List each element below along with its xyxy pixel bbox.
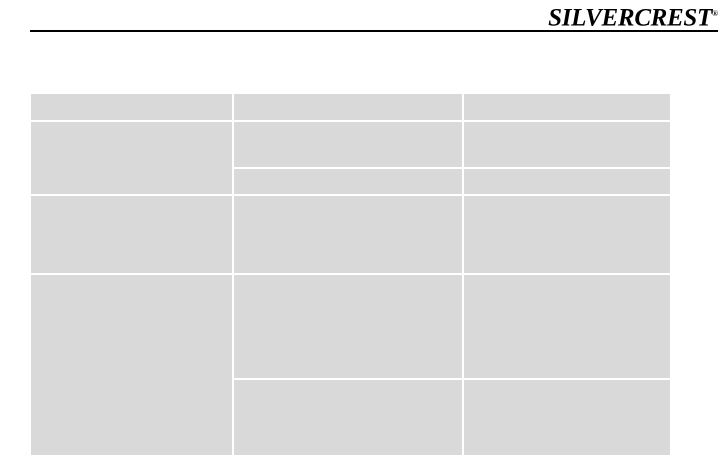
table-row bbox=[31, 275, 670, 455]
table-row-values-b-group-3 bbox=[464, 275, 670, 455]
table-row bbox=[31, 122, 670, 194]
table-cell-value bbox=[464, 380, 670, 455]
table-header-cell bbox=[464, 94, 670, 120]
logo-text-crest: CREST bbox=[634, 4, 713, 32]
table-row-values-a-group-1 bbox=[234, 122, 462, 194]
page-header: SILVERCREST® bbox=[0, 0, 726, 36]
table-cell-value bbox=[464, 122, 670, 167]
table-header-col-parameter bbox=[31, 94, 232, 120]
table-cell-label bbox=[31, 196, 232, 273]
table-header-row bbox=[31, 94, 670, 120]
table-header-col-value-a bbox=[234, 94, 462, 120]
table-cell-value bbox=[464, 275, 670, 378]
table-row-values-b-group-1 bbox=[464, 122, 670, 194]
registered-trademark-icon: ® bbox=[712, 9, 718, 18]
specification-table bbox=[31, 94, 670, 455]
table-row-values-a-group-3 bbox=[234, 275, 462, 455]
header-divider bbox=[30, 30, 718, 32]
table-cell-value bbox=[234, 122, 462, 167]
table-row-label-group-3 bbox=[31, 275, 232, 455]
silvercrest-logo: SILVERCREST® bbox=[548, 1, 718, 31]
table-cell-value bbox=[234, 275, 462, 378]
logo-text-silver: SILVER bbox=[548, 4, 635, 32]
table-cell-value bbox=[464, 196, 670, 273]
table-row bbox=[31, 196, 670, 273]
table-cell-value bbox=[464, 169, 670, 194]
table-cell-label bbox=[31, 122, 232, 194]
table-cell-label bbox=[31, 275, 232, 455]
table-cell-value bbox=[234, 169, 462, 194]
table-row-values-a-group-2 bbox=[234, 196, 462, 273]
table-row-label-group-1 bbox=[31, 122, 232, 194]
table-header-cell bbox=[234, 94, 462, 120]
table-header-cell bbox=[31, 94, 232, 120]
table-cell-value bbox=[234, 196, 462, 273]
table-row-label-group-2 bbox=[31, 196, 232, 273]
table-row-values-b-group-2 bbox=[464, 196, 670, 273]
table-cell-value bbox=[234, 380, 462, 455]
table-header-col-value-b bbox=[464, 94, 670, 120]
